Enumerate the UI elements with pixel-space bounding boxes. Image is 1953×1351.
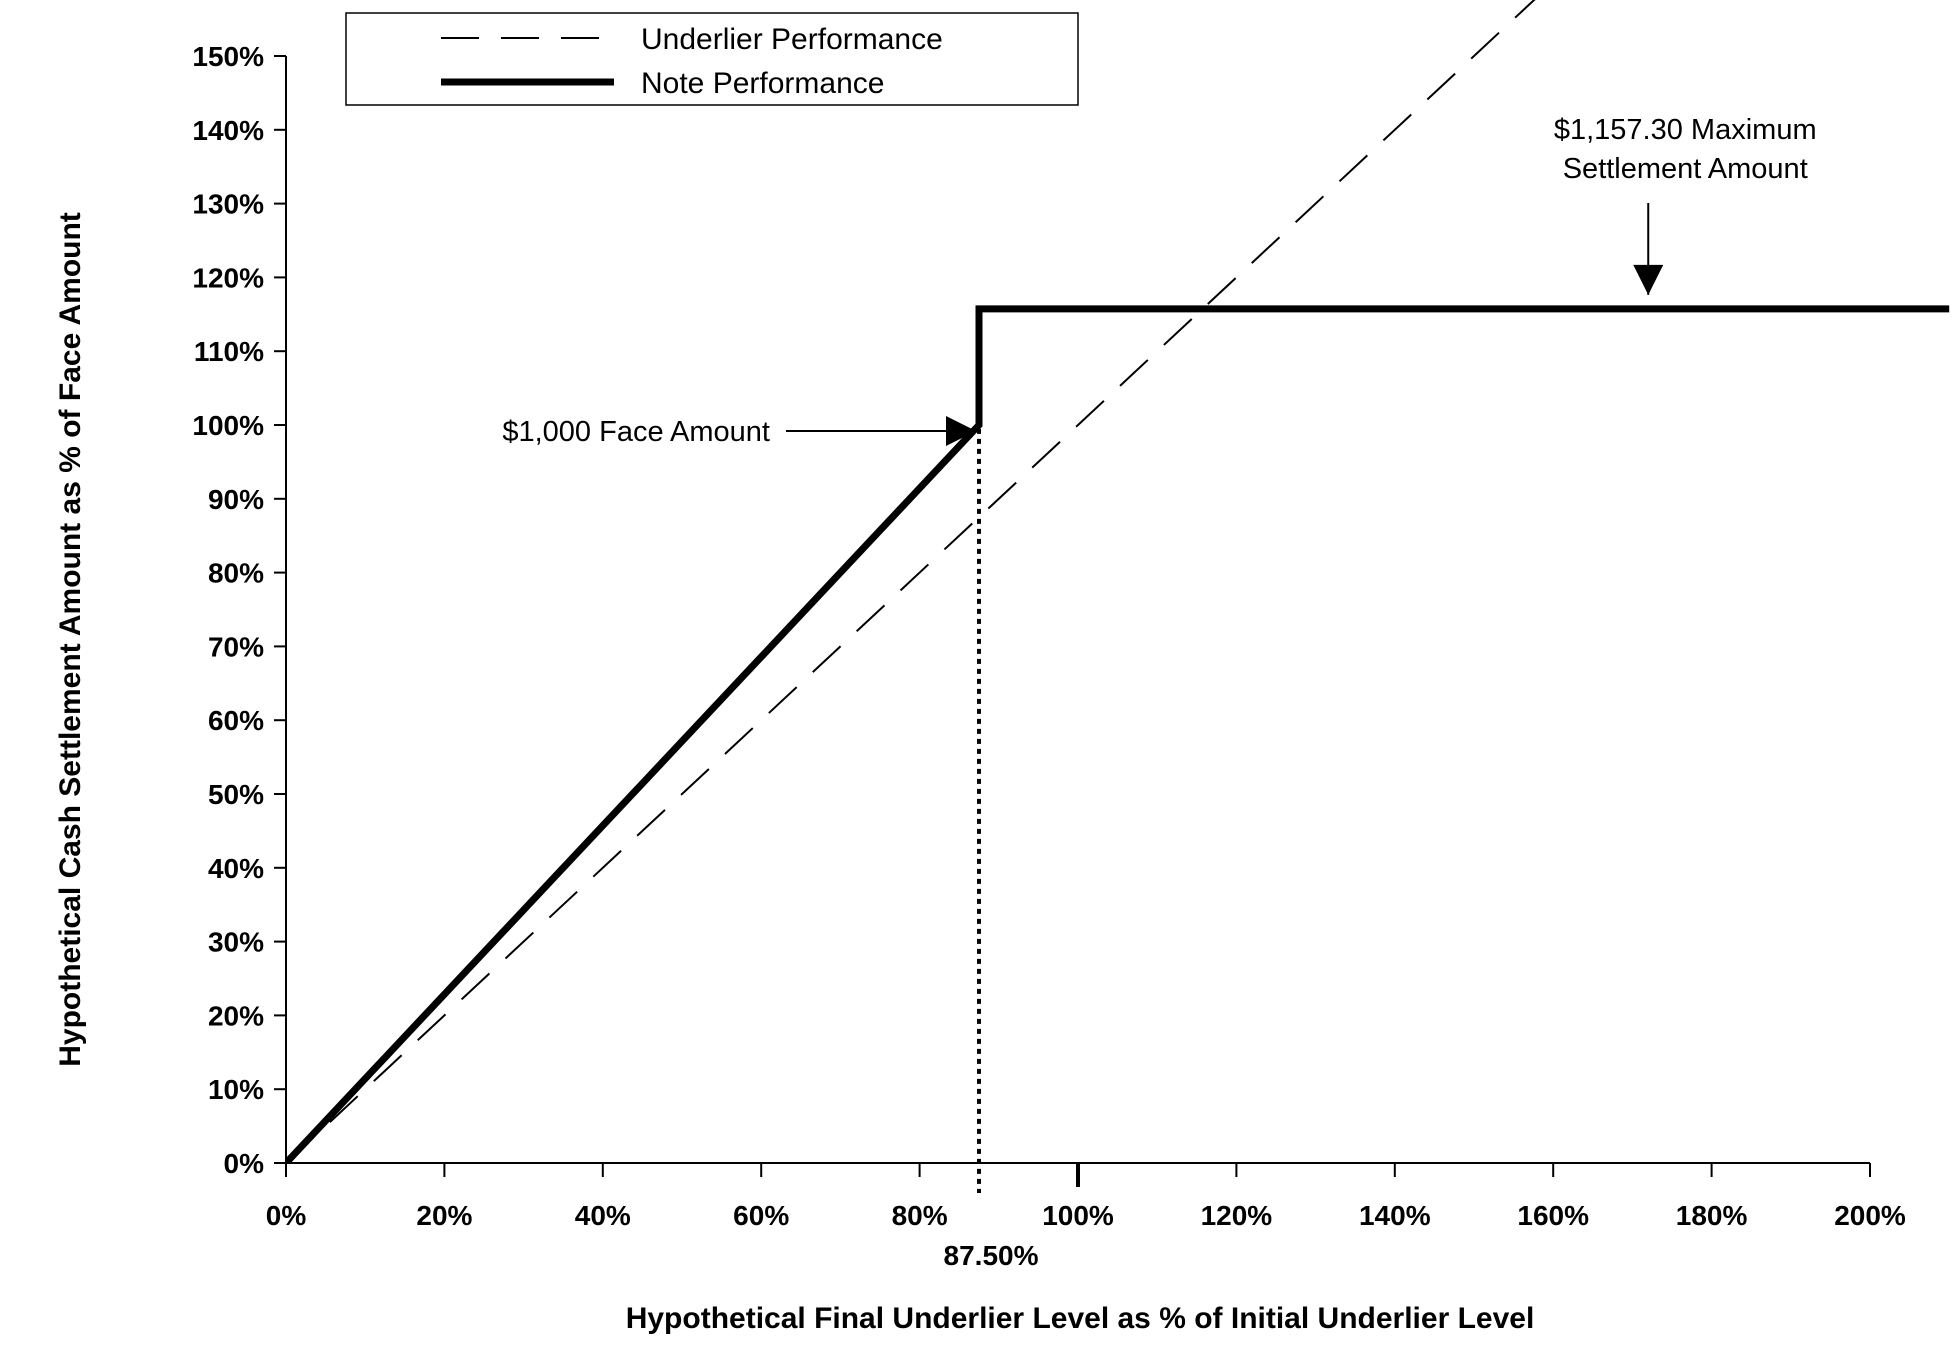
x-tick-label: 80%: [892, 1200, 948, 1231]
legend-box: [345, 12, 1079, 106]
y-tick-label: 120%: [192, 262, 264, 293]
x-tick-label: 100%: [1042, 1200, 1114, 1231]
y-tick-label: 20%: [208, 1000, 264, 1031]
y-tick-label: 50%: [208, 779, 264, 810]
x-tick-label: 120%: [1201, 1200, 1273, 1231]
y-axis-title: Hypothetical Cash Settlement Amount as %…: [54, 212, 87, 1067]
x-tick-label: 0%: [266, 1200, 307, 1231]
y-tick-label: 130%: [192, 189, 264, 220]
y-tick-label: 0%: [224, 1148, 265, 1179]
y-tick-label: 90%: [208, 484, 264, 515]
y-tick-label: 100%: [192, 410, 264, 441]
max-settlement-annotation-line: $1,157.30 Maximum: [1554, 114, 1817, 146]
y-tick-label: 110%: [194, 336, 264, 367]
x-axis-title: Hypothetical Final Underlier Level as % …: [626, 1302, 1535, 1335]
series-lines: [286, 0, 1950, 1193]
x-tick-label: 200%: [1834, 1200, 1906, 1231]
legend-label: Note Performance: [641, 67, 884, 100]
x-tick-label: 160%: [1517, 1200, 1589, 1231]
y-tick-label: 10%: [208, 1074, 264, 1105]
y-tick-label: 70%: [208, 631, 264, 662]
x-tick-label: 60%: [733, 1200, 789, 1231]
legend: Underlier Performance Note Performance: [345, 12, 1079, 106]
face-amount-annotation: $1,000 Face Amount: [502, 416, 770, 448]
axes: [274, 55, 1871, 1187]
y-tick-label: 140%: [192, 115, 264, 146]
x-tick-label: 140%: [1359, 1200, 1431, 1231]
max-settlement-annotation-line: Settlement Amount: [1563, 153, 1808, 185]
legend-label: Underlier Performance: [641, 23, 943, 56]
x-tick-label: 180%: [1676, 1200, 1748, 1231]
y-tick-label: 40%: [208, 853, 264, 884]
x-tick-label: 20%: [416, 1200, 472, 1231]
y-tick-label: 60%: [208, 705, 264, 736]
underlier-performance-line: [286, 0, 1536, 1163]
tick-labels: 0% 10% 20% 30% 40% 50% 60% 70% 80% 90% 100% 110% 120…: [192, 41, 1906, 1271]
reference-line-label: 87.50%: [944, 1240, 1039, 1271]
y-tick-label: 80%: [208, 558, 264, 589]
annotations: $1,000 Face Amount $1,157.30 Maximum Settl…: [502, 114, 1816, 448]
y-tick-label: 150%: [192, 41, 264, 72]
note-performance-line: [286, 305, 1950, 1163]
y-tick-label: 30%: [208, 927, 264, 958]
x-tick-label: 40%: [575, 1200, 631, 1231]
